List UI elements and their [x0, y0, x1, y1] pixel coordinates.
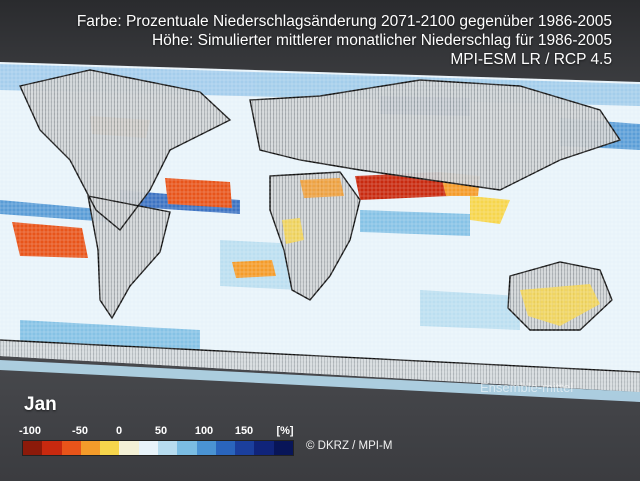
color-legend-bar: [22, 440, 294, 456]
legend-swatch: [119, 441, 139, 455]
title-line-2: Höhe: Simulierter mittlerer monatlicher …: [151, 32, 612, 49]
month-label: Jan: [24, 394, 57, 415]
legend-swatch: [42, 441, 62, 455]
legend-swatch: [138, 441, 158, 455]
legend-tick: -50: [72, 425, 88, 437]
legend-ticks: -100 -50 0 50 100 150 [%]: [18, 425, 302, 439]
legend-tick: 100: [194, 425, 214, 437]
title-line-3: MPI-ESM LR / RCP 4.5: [450, 51, 612, 68]
legend-swatch: [254, 441, 274, 455]
legend-swatch: [80, 441, 101, 455]
legend-swatch: [177, 441, 197, 455]
legend-tick: -100: [18, 425, 42, 437]
grid-texture: [0, 62, 640, 392]
legend-swatch: [215, 441, 236, 455]
legend-swatch: [273, 441, 293, 455]
credit-text: © DKRZ / MPI-M: [306, 440, 393, 452]
legend-swatch: [61, 441, 81, 455]
legend-swatch: [235, 441, 255, 455]
legend-tick: 50: [154, 425, 168, 437]
legend-swatch: [157, 441, 178, 455]
legend-tick: 0: [115, 425, 123, 437]
ensemble-stamp: Ensemble-mittel: [480, 380, 574, 395]
legend-tick: 150: [234, 425, 254, 437]
legend-swatch: [100, 441, 120, 455]
legend-swatch: [23, 441, 43, 455]
legend-swatch: [196, 441, 216, 455]
title-line-1: Farbe: Prozentuale Niederschlagsänderung…: [76, 13, 612, 30]
legend-tick: [%]: [276, 425, 294, 437]
